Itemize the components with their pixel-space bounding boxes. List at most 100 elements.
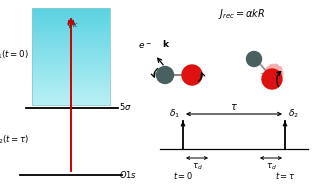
Bar bbox=[32, 61, 110, 63]
Bar bbox=[32, 88, 110, 89]
Bar bbox=[32, 16, 110, 18]
Bar bbox=[32, 103, 110, 105]
Bar bbox=[32, 20, 110, 21]
Bar bbox=[32, 22, 110, 24]
Bar bbox=[32, 49, 110, 50]
Bar bbox=[32, 101, 110, 103]
Text: $e^-$: $e^-$ bbox=[138, 41, 152, 51]
Bar bbox=[32, 32, 110, 33]
Bar bbox=[32, 44, 110, 46]
Text: $t=0$: $t=0$ bbox=[173, 170, 193, 181]
Bar bbox=[32, 43, 110, 44]
Bar bbox=[32, 18, 110, 20]
Bar bbox=[32, 83, 110, 84]
Bar bbox=[32, 33, 110, 35]
Bar bbox=[32, 24, 110, 26]
Text: $\tau$: $\tau$ bbox=[230, 102, 238, 112]
Bar bbox=[32, 31, 110, 32]
Bar bbox=[32, 70, 110, 72]
Bar bbox=[32, 8, 110, 105]
Text: $\delta_2$: $\delta_2$ bbox=[288, 108, 299, 120]
Bar bbox=[32, 62, 110, 64]
Text: $\psi_k$: $\psi_k$ bbox=[66, 18, 80, 30]
Bar bbox=[32, 21, 110, 22]
Bar bbox=[32, 80, 110, 82]
Bar bbox=[32, 9, 110, 10]
Bar bbox=[32, 46, 110, 48]
Text: $5\sigma$: $5\sigma$ bbox=[119, 101, 132, 112]
Bar bbox=[32, 89, 110, 91]
Bar bbox=[32, 41, 110, 43]
Bar bbox=[32, 66, 110, 67]
Bar bbox=[32, 11, 110, 13]
Bar bbox=[32, 94, 110, 95]
Bar bbox=[32, 85, 110, 87]
Bar bbox=[32, 84, 110, 86]
Bar bbox=[32, 50, 110, 52]
Bar bbox=[32, 45, 110, 47]
Bar bbox=[32, 72, 110, 74]
Bar bbox=[32, 23, 110, 25]
Text: $\tau_d$: $\tau_d$ bbox=[191, 161, 202, 171]
Bar bbox=[32, 57, 110, 59]
Bar bbox=[32, 51, 110, 53]
Circle shape bbox=[265, 64, 283, 82]
Bar bbox=[32, 73, 110, 75]
Bar bbox=[32, 98, 110, 100]
Bar bbox=[32, 47, 110, 49]
Bar bbox=[32, 37, 110, 38]
Bar bbox=[32, 55, 110, 57]
Bar bbox=[32, 34, 110, 36]
Bar bbox=[32, 27, 110, 29]
Bar bbox=[32, 79, 110, 81]
Bar bbox=[32, 77, 110, 78]
Text: $\mathbf{k}$: $\mathbf{k}$ bbox=[162, 38, 170, 49]
Bar bbox=[32, 100, 110, 101]
Text: $\tau_d$: $\tau_d$ bbox=[266, 161, 276, 171]
Bar bbox=[32, 53, 110, 55]
Bar bbox=[32, 60, 110, 61]
Bar bbox=[32, 81, 110, 83]
Bar bbox=[32, 91, 110, 93]
Bar bbox=[32, 40, 110, 42]
Text: $\delta_2(t=\tau)$: $\delta_2(t=\tau)$ bbox=[0, 134, 29, 146]
Bar bbox=[32, 14, 110, 15]
Bar bbox=[32, 10, 110, 12]
Bar bbox=[32, 69, 110, 71]
Text: $\delta_1$: $\delta_1$ bbox=[169, 108, 180, 120]
Bar bbox=[32, 17, 110, 19]
Circle shape bbox=[182, 65, 202, 85]
Bar bbox=[32, 56, 110, 58]
Bar bbox=[32, 28, 110, 30]
Bar bbox=[32, 86, 110, 88]
Bar bbox=[32, 58, 110, 60]
Bar bbox=[32, 75, 110, 77]
Bar bbox=[32, 8, 110, 9]
Bar bbox=[32, 52, 110, 54]
Bar bbox=[32, 68, 110, 70]
Bar bbox=[32, 67, 110, 69]
Bar bbox=[32, 26, 110, 27]
Bar bbox=[32, 64, 110, 66]
Bar bbox=[32, 95, 110, 97]
Bar bbox=[32, 74, 110, 76]
Bar bbox=[32, 35, 110, 37]
Bar bbox=[32, 96, 110, 98]
Bar bbox=[32, 92, 110, 94]
Bar bbox=[32, 38, 110, 40]
Bar bbox=[32, 90, 110, 92]
Bar bbox=[32, 29, 110, 31]
Text: $t=\tau$: $t=\tau$ bbox=[275, 170, 295, 181]
Bar bbox=[32, 78, 110, 80]
Text: $J_{rec} = \alpha kR$: $J_{rec} = \alpha kR$ bbox=[218, 7, 266, 21]
Bar bbox=[32, 63, 110, 65]
Text: $O1s$: $O1s$ bbox=[119, 169, 137, 180]
Circle shape bbox=[246, 51, 262, 67]
Text: $\delta_1(t=0)$: $\delta_1(t=0)$ bbox=[0, 49, 29, 61]
Bar bbox=[32, 12, 110, 14]
Bar bbox=[32, 39, 110, 41]
Bar bbox=[32, 102, 110, 104]
Circle shape bbox=[156, 67, 173, 84]
Bar bbox=[32, 97, 110, 99]
Bar bbox=[32, 15, 110, 16]
